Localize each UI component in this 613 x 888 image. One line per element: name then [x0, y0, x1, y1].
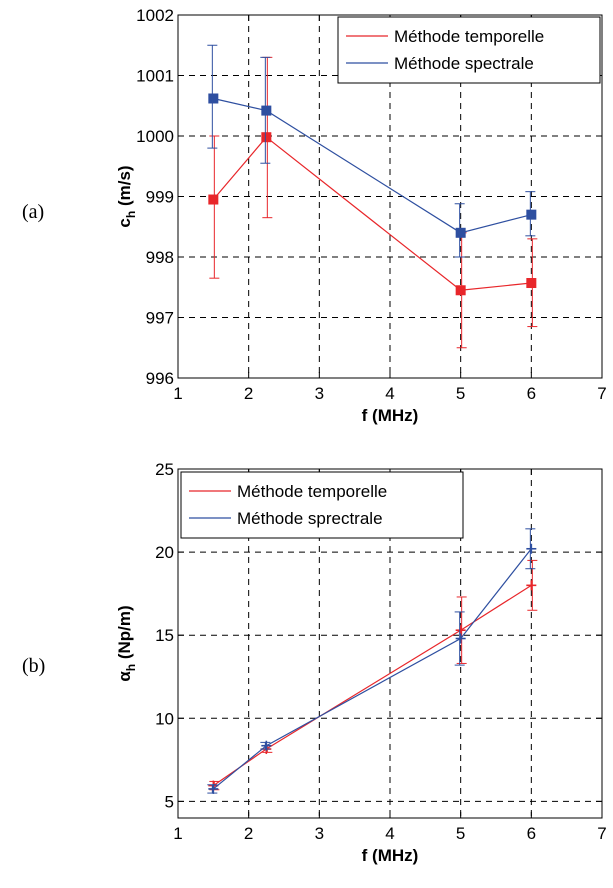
y-tick-label: 1001: [136, 67, 174, 86]
y-label-unit: (m/s): [115, 165, 134, 210]
axes-frame: [177, 468, 603, 819]
y-tick-label: 996: [146, 369, 174, 388]
x-tick-label: 1: [173, 824, 182, 843]
y-label-sub: h: [124, 211, 138, 218]
data-point: [526, 543, 537, 554]
series-1: [207, 44, 537, 258]
x-tick-label: 3: [315, 384, 324, 403]
legend-label: Méthode temporelle: [394, 27, 544, 46]
x-tick-label: 7: [597, 384, 606, 403]
y-tick-label: 5: [165, 792, 174, 811]
y-tick-label: 20: [155, 543, 174, 562]
x-tick-label: 6: [527, 824, 536, 843]
data-point: [261, 132, 272, 143]
y-tick-label: 997: [146, 309, 174, 328]
x-tick-label: 2: [244, 384, 253, 403]
y-label-sub: h: [124, 664, 138, 671]
y-tick-label: 25: [155, 460, 174, 479]
series-line: [212, 136, 532, 291]
data-point: [455, 633, 466, 644]
x-tick-label: 6: [527, 384, 536, 403]
y-tick-label: 1000: [136, 127, 174, 146]
legend-label: Méthode temporelle: [237, 482, 387, 501]
chart-b: 1 2 3 4 5 6 7 5 10 15 20 25 f (MHz) αh (Np/m) (b) Métho…: [22, 460, 607, 865]
legend: Méthode temporelle Méthode sprectrale: [180, 471, 464, 539]
legend-box: [337, 16, 601, 84]
data-point: [261, 105, 272, 116]
panel-label: (a): [22, 201, 44, 223]
x-axis-label: f (MHz): [362, 846, 419, 865]
data-point: [261, 740, 272, 751]
data-point: [208, 93, 219, 104]
y-label-main: c: [115, 218, 134, 227]
series-line: [212, 548, 532, 790]
x-tick-label: 7: [597, 824, 606, 843]
data-point: [208, 194, 219, 205]
x-tick-label: 5: [456, 384, 465, 403]
series-line: [213, 97, 532, 234]
data-point: [526, 278, 537, 289]
x-tick-label: 3: [315, 824, 324, 843]
x-tick-label: 2: [244, 824, 253, 843]
chart-a: 1 2 3 4 5 6 7 996 997 998 999 1000 1001 1002 f (MHz) ch…: [22, 6, 607, 425]
legend-label: Méthode sprectrale: [237, 509, 383, 528]
legend-label: Méthode spectrale: [394, 54, 534, 73]
x-tick-label: 4: [385, 384, 394, 403]
y-label-unit: (Np/m): [115, 605, 134, 664]
y-tick-label: 998: [146, 248, 174, 267]
series-1: [207, 528, 537, 794]
y-tick-label: 999: [146, 188, 174, 207]
x-tick-label: 1: [173, 384, 182, 403]
y-axis-label: αh (Np/m): [115, 605, 138, 681]
y-tick-label: 1002: [136, 6, 174, 25]
data-point: [526, 580, 537, 591]
legend-box: [180, 471, 464, 539]
y-tick-label: 15: [155, 626, 174, 645]
y-tick-label: 10: [155, 709, 174, 728]
axes-frame: [177, 14, 603, 379]
y-label-main: α: [115, 671, 134, 682]
data-point: [208, 783, 219, 794]
x-axis-label: f (MHz): [362, 406, 419, 425]
data-point: [455, 227, 466, 238]
panel-label: (b): [22, 655, 45, 677]
x-tick-label: 4: [385, 824, 394, 843]
data-point: [455, 285, 466, 296]
x-tick-label: 5: [456, 824, 465, 843]
data-point: [526, 209, 537, 220]
legend: Méthode temporelle Méthode spectrale: [337, 16, 601, 84]
y-axis-label: ch (m/s): [115, 165, 138, 227]
